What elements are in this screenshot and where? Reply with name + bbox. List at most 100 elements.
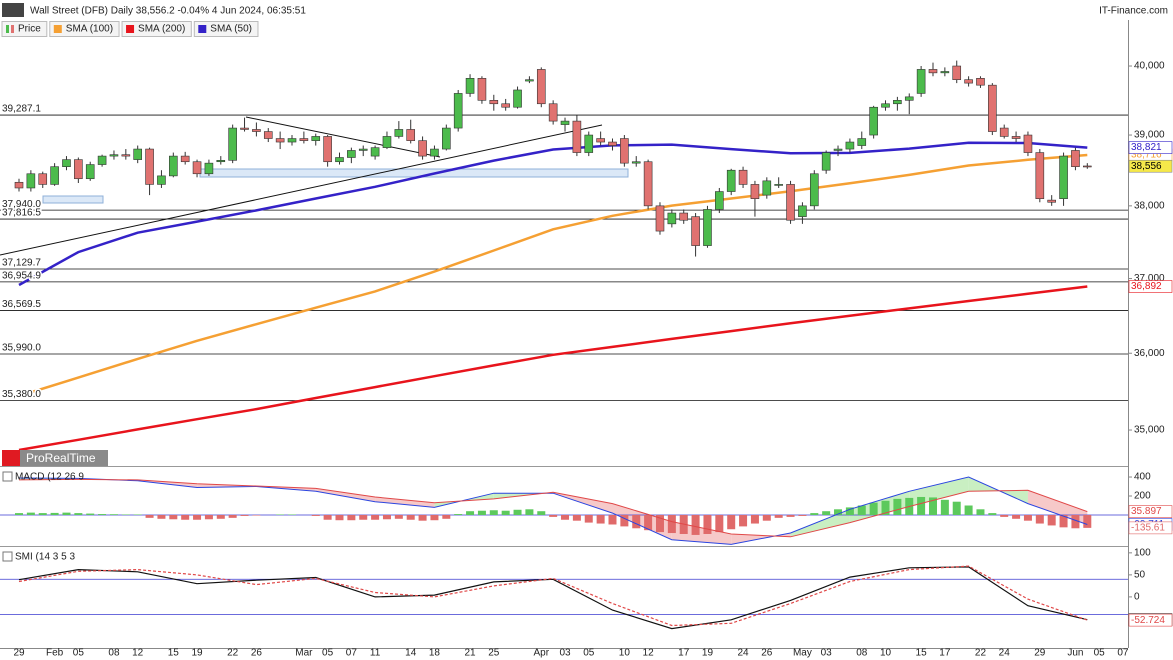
level-label: 36,569.5 xyxy=(2,299,41,310)
last-value-label: 35.897 xyxy=(1131,506,1162,517)
histogram-bar xyxy=(157,514,166,519)
legend-item: SMA (200) xyxy=(121,21,192,37)
candle-body xyxy=(869,106,878,136)
level-label: 39,287.1 xyxy=(2,104,41,115)
candle-body xyxy=(240,127,249,130)
legend-swatch xyxy=(11,25,14,33)
histogram-bar xyxy=(454,514,463,515)
histogram-bar xyxy=(739,514,748,527)
candle-body xyxy=(358,148,368,151)
x-tick-label: 12 xyxy=(132,648,144,659)
x-tick-label: 21 xyxy=(464,648,476,659)
histogram-bar xyxy=(382,514,391,520)
histogram-bar xyxy=(86,513,95,515)
x-tick-label: 07 xyxy=(1117,648,1129,659)
candle-body xyxy=(85,164,95,180)
candle-body xyxy=(1059,155,1068,199)
histogram-bar xyxy=(513,509,522,515)
candle-body xyxy=(204,162,214,175)
candle-body xyxy=(263,131,273,139)
candle-body xyxy=(774,184,783,186)
histogram-bar xyxy=(976,509,985,515)
histogram-bar xyxy=(501,510,510,515)
x-tick-label: 05 xyxy=(1094,648,1106,659)
candle-body xyxy=(275,138,285,143)
candle-body xyxy=(1035,152,1045,199)
histogram-bar xyxy=(1000,514,1009,517)
histogram-bar xyxy=(715,514,724,533)
indicator-line xyxy=(18,566,1088,630)
candle-body xyxy=(38,173,48,185)
histogram-bar xyxy=(810,513,819,515)
histogram-bar xyxy=(988,513,997,515)
histogram-bar xyxy=(584,514,593,523)
candle-body xyxy=(394,129,404,137)
histogram-bar xyxy=(406,514,415,520)
candle-body xyxy=(465,78,475,94)
indicator-line xyxy=(18,478,1088,538)
histogram-bar xyxy=(549,514,558,517)
candle-body xyxy=(169,155,178,177)
candle-body xyxy=(738,169,748,185)
plot-area: 40,000 39,000 38,000 37,000 36,000 35,000 39,2… xyxy=(0,60,1173,659)
x-tick-label: 22 xyxy=(975,648,987,659)
candle-body xyxy=(809,173,819,207)
candle-body xyxy=(536,69,546,105)
panel-title: MACD (12 26 9 xyxy=(15,472,84,483)
candle-body xyxy=(572,120,582,153)
candle-body xyxy=(311,136,321,141)
y-tick-label: 38,000 xyxy=(1134,200,1165,211)
last-value-label: 36,892 xyxy=(1131,281,1162,292)
candle-body xyxy=(798,205,807,217)
histogram-bar xyxy=(359,514,368,520)
histogram-bar xyxy=(62,512,71,515)
histogram-bar xyxy=(169,514,178,520)
histogram-bar xyxy=(466,511,475,515)
histogram-bar xyxy=(845,507,854,515)
histogram-bar xyxy=(727,514,736,530)
histogram-bar xyxy=(774,514,783,518)
histogram-bar xyxy=(1023,514,1032,521)
candle-body xyxy=(525,79,534,82)
y-tick-label: 36,000 xyxy=(1134,348,1165,359)
histogram-bar xyxy=(145,514,154,518)
last-value-label: 38,821 xyxy=(1131,142,1162,153)
x-tick-label: 24 xyxy=(738,648,750,659)
legend: Price SMA (100) SMA (200) SMA (50) xyxy=(1,21,259,37)
candle-body xyxy=(1047,199,1056,203)
histogram-bar xyxy=(655,514,664,533)
y-tick-label: 400 xyxy=(1134,472,1151,483)
histogram-bar xyxy=(335,514,344,521)
macd-fill xyxy=(375,496,435,508)
candle-body xyxy=(786,184,795,221)
histogram-bar xyxy=(181,514,190,520)
trendline xyxy=(245,116,441,158)
candle-body xyxy=(323,136,332,163)
histogram-bar xyxy=(632,514,641,529)
x-tick-label: 05 xyxy=(73,648,85,659)
histogram-bar xyxy=(216,514,225,519)
x-tick-label: 10 xyxy=(880,648,892,659)
candle-body xyxy=(347,150,356,158)
candle-body xyxy=(988,84,997,132)
histogram-bar xyxy=(38,513,47,515)
candle-body xyxy=(916,69,926,94)
candle-body xyxy=(608,141,617,146)
app-icon xyxy=(2,3,24,17)
histogram-bar xyxy=(98,514,107,515)
last-value-box xyxy=(1128,521,1173,535)
candle-body xyxy=(1071,150,1080,167)
histogram-bar xyxy=(204,514,213,520)
last-value-label: 38,556 xyxy=(1131,161,1162,172)
candle-body xyxy=(133,148,142,160)
macd-fill xyxy=(790,509,850,537)
legend-item: Price xyxy=(1,21,48,37)
histogram-bar xyxy=(834,509,843,515)
candle-body xyxy=(477,78,487,101)
last-value-box xyxy=(1128,141,1173,154)
candle-body xyxy=(442,127,451,150)
histogram-bar xyxy=(394,514,403,519)
legend-label: SMA (50) xyxy=(210,24,252,35)
